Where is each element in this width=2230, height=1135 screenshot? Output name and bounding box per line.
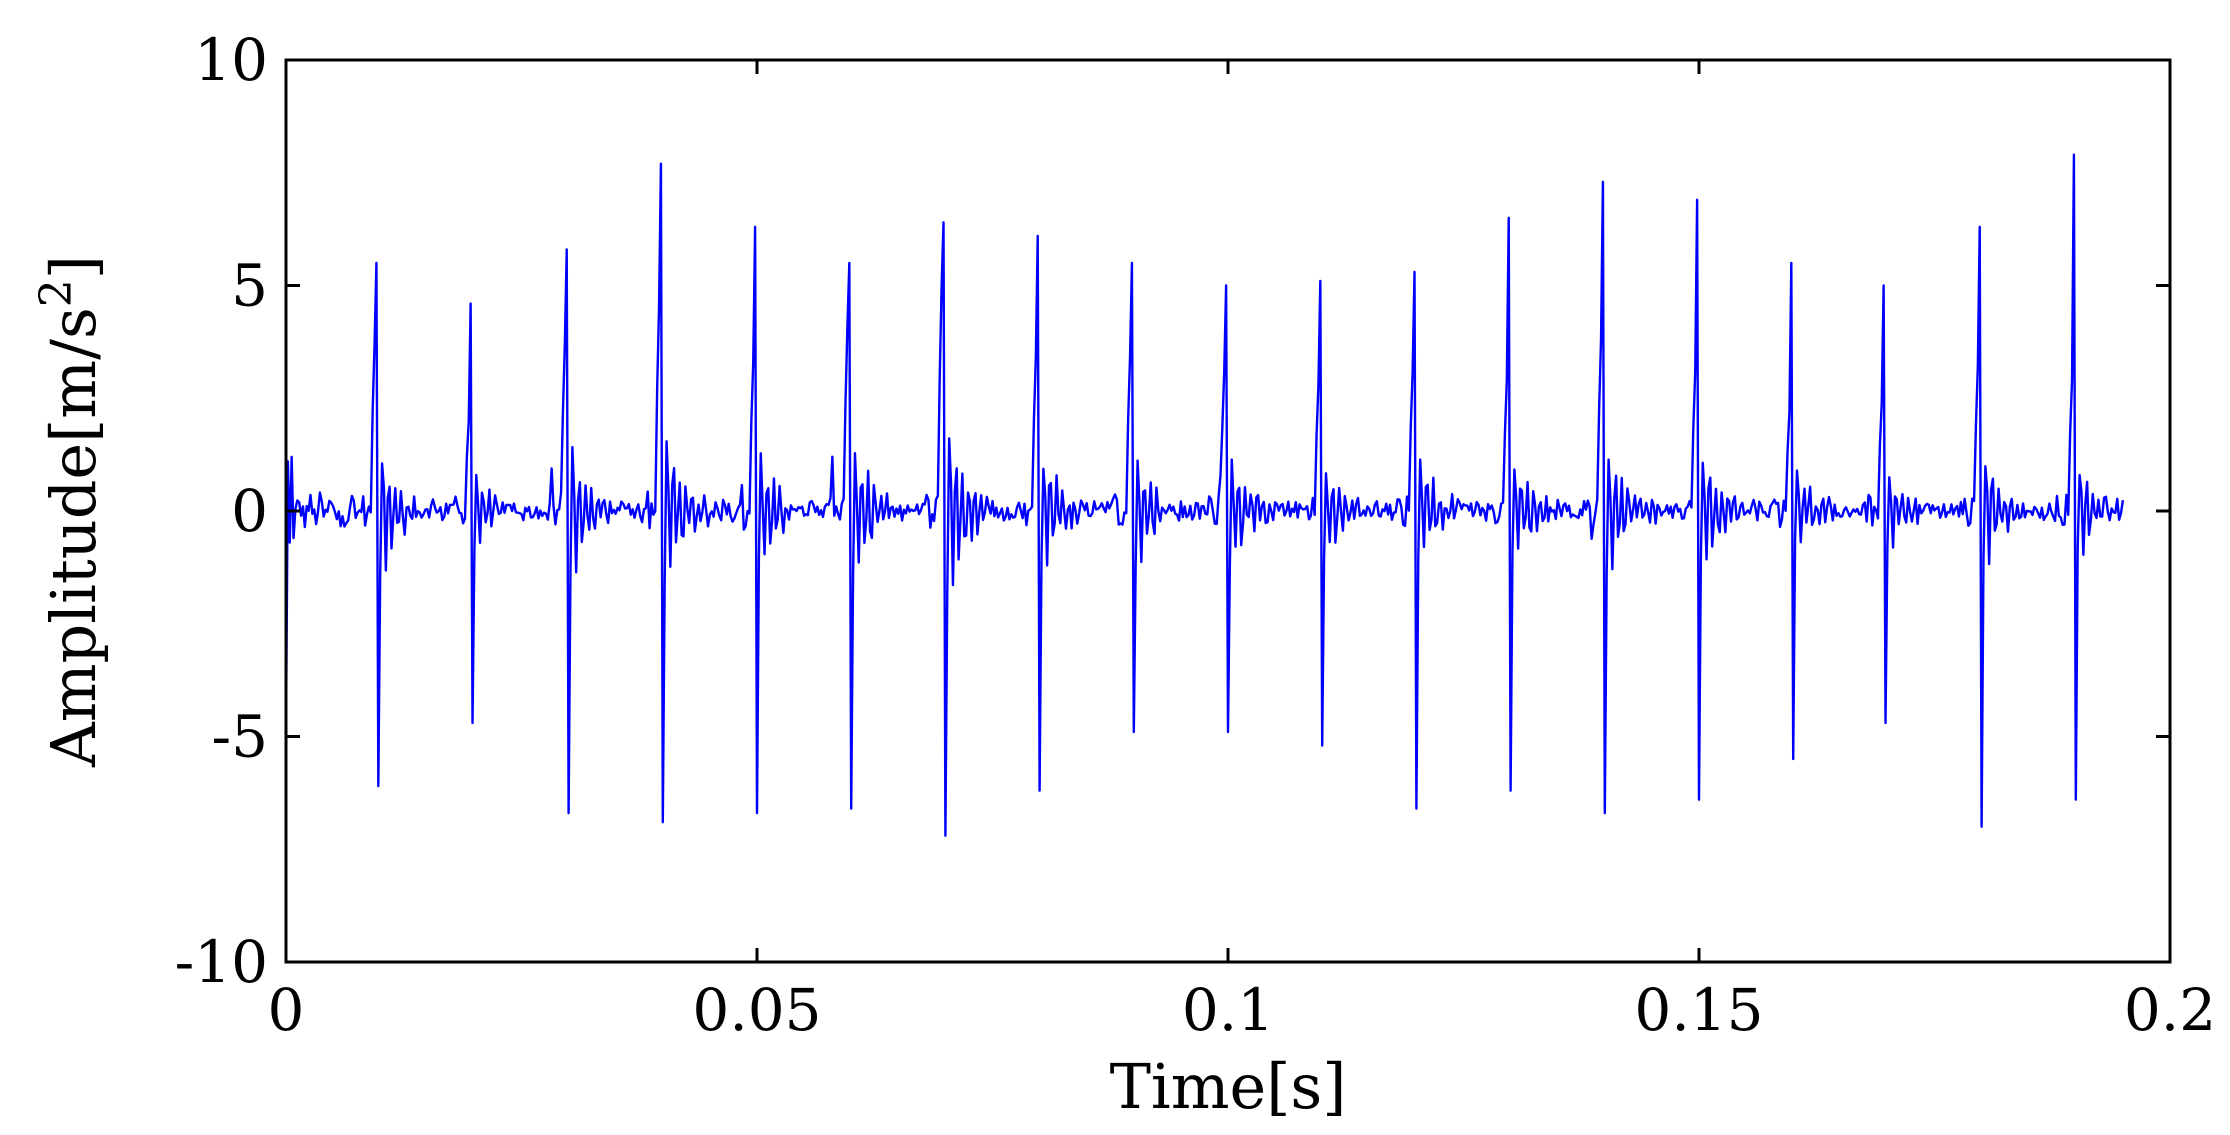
x-tick-label: 0.15 <box>1634 976 1763 1044</box>
x-tick-label: 0.2 <box>2124 976 2216 1044</box>
x-axis-label: Time[s] <box>1110 1050 1347 1123</box>
y-axis-label-superscript: 2 <box>31 279 82 307</box>
x-tick-label: 0 <box>268 976 305 1044</box>
x-tick-labels: 0 0.05 0.1 0.15 0.2 <box>268 976 2217 1044</box>
y-tick-label: -10 <box>175 928 268 996</box>
axis-ticks <box>284 58 2172 964</box>
y-axis-label: Amplitude[m/s2] <box>31 255 110 768</box>
y-tick-label: 10 <box>194 26 268 94</box>
y-tick-label: 5 <box>231 252 268 320</box>
y-tick-label: -5 <box>212 703 269 771</box>
y-tick-label: 0 <box>231 477 268 545</box>
y-tick-labels: -10 -5 0 5 10 <box>175 26 268 996</box>
y-axis-label-close: ] <box>37 255 110 279</box>
x-tick-label: 0.05 <box>692 976 821 1044</box>
x-tick-label: 0.1 <box>1182 976 1274 1044</box>
signal-series-line <box>286 153 2125 837</box>
y-axis-label-main: Amplitude[m/s <box>37 307 110 768</box>
